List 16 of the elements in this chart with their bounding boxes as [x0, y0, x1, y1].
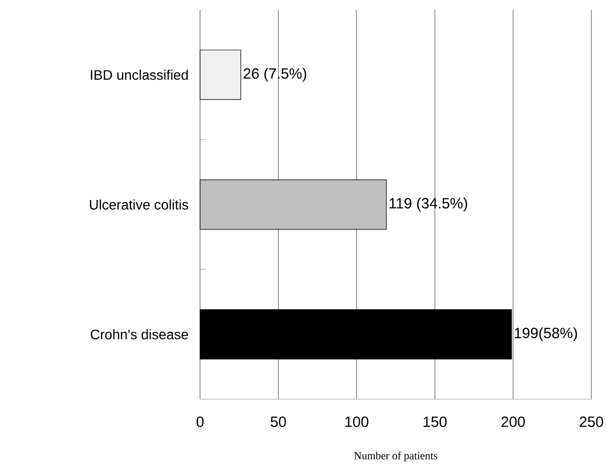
y-tick-label: Ulcerative colitis: [90, 200, 188, 210]
x-tick-label: 50: [270, 416, 286, 428]
data-label: 119 (34.5%): [390, 198, 468, 212]
x-tick-label: 200: [502, 416, 525, 428]
x-tick-label: 150: [424, 416, 447, 428]
x-tick-label: 250: [580, 416, 604, 428]
x-tick-label: 100: [345, 416, 368, 428]
x-tick-label: 0: [196, 416, 204, 428]
bar: [200, 50, 242, 100]
x-axis-title: Number of patients: [354, 452, 438, 462]
data-label: 26 (7.5%): [244, 68, 306, 82]
y-tick-label: Crohn's disease: [90, 329, 188, 340]
bar: [200, 309, 512, 360]
y-tick-label: IBD unclassified: [90, 70, 188, 80]
bar: [200, 180, 387, 230]
data-label: 199(58%): [514, 328, 577, 342]
